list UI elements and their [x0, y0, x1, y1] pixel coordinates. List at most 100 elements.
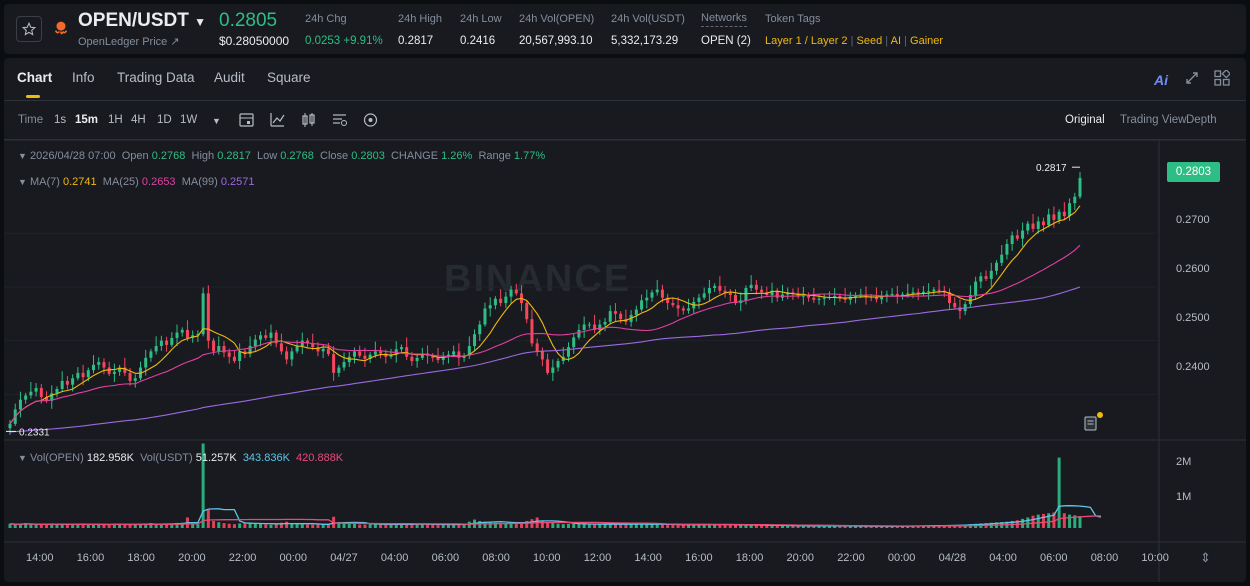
volume-bar	[123, 524, 127, 528]
volume-bar	[660, 524, 664, 528]
candle-body	[979, 276, 983, 282]
volume-bar	[483, 521, 487, 528]
candle-body	[556, 361, 560, 368]
timeframe-4h[interactable]: 4H	[131, 114, 146, 126]
timeframe-1d[interactable]: 1D	[157, 114, 172, 126]
collapse-caret-icon[interactable]: ▼	[18, 453, 27, 463]
token-tags-list: Layer 1 / Layer 2 | Seed | AI | Gainer	[765, 35, 944, 47]
candle-body	[874, 297, 878, 300]
candle-body	[185, 329, 189, 338]
candle-body	[71, 378, 75, 385]
timeframe-1s[interactable]: 1s	[54, 114, 67, 126]
collapse-caret-icon[interactable]: ▼	[18, 177, 27, 187]
candle-body	[937, 289, 941, 291]
tab-trading-data[interactable]: Trading Data	[117, 70, 195, 85]
tag-seed[interactable]: Seed	[856, 35, 883, 47]
candle-body	[1062, 211, 1066, 217]
tag-gainer[interactable]: Gainer	[910, 35, 944, 47]
candle-body	[958, 307, 962, 312]
more-timeframes-caret-icon[interactable]: ▼	[212, 116, 221, 126]
candle-body	[603, 321, 607, 325]
candle-body	[149, 351, 153, 358]
ohlc-info-line: ▼ 2026/04/28 07:00 Open 0.2768 High 0.28…	[18, 150, 545, 162]
settings-list-icon[interactable]	[333, 114, 347, 126]
volume-bar	[452, 524, 456, 528]
volume-bar	[650, 524, 654, 528]
expand-icon[interactable]	[1184, 70, 1200, 91]
ohlc-change: 1.26%	[441, 150, 473, 162]
indicator-icon[interactable]	[270, 113, 285, 127]
stat-value-networks[interactable]: OPEN (2)	[701, 35, 751, 47]
volume-bar	[144, 523, 148, 528]
view-depth[interactable]: Depth	[1186, 114, 1217, 126]
timeframe-time[interactable]: Time	[18, 114, 44, 126]
candle-body	[681, 308, 685, 311]
tag-layer[interactable]: Layer 1 / Layer 2	[765, 35, 848, 47]
volume-bar	[666, 524, 670, 528]
volume-bar	[436, 524, 440, 528]
view-trading-view[interactable]: Trading View	[1120, 114, 1187, 126]
volume-bar	[97, 524, 101, 528]
favorite-star-button[interactable]	[16, 16, 42, 42]
project-subtitle-link[interactable]: OpenLedger Price ↗	[78, 36, 180, 48]
x-tick: 20:00	[178, 552, 206, 564]
collapse-caret-icon[interactable]: ▼	[18, 151, 27, 161]
calendar-icon[interactable]	[239, 113, 254, 127]
volume-bar	[13, 524, 17, 528]
x-tick: 20:00	[786, 552, 815, 564]
caret-down-icon[interactable]: ▼	[194, 15, 207, 29]
tab-audit[interactable]: Audit	[214, 70, 245, 85]
candle-body	[457, 351, 461, 358]
volume-bar	[1041, 513, 1045, 528]
view-original[interactable]: Original	[1065, 114, 1105, 126]
candle-body	[1005, 243, 1009, 255]
stat-label-networks[interactable]: Networks	[701, 12, 747, 27]
candle-body	[702, 293, 706, 298]
timeframe-15m[interactable]: 15m	[75, 114, 99, 126]
candle-body	[953, 303, 957, 308]
candle-body	[1057, 211, 1061, 220]
symbol-title[interactable]: OPEN/USDT ▼	[78, 10, 207, 31]
ohlc-low-label: Low	[256, 150, 278, 162]
candle-body	[499, 298, 503, 304]
volume-bar	[801, 525, 805, 528]
candle-type-icon[interactable]	[302, 113, 315, 127]
ma25-value: 0.2653	[141, 176, 176, 188]
volume-bar	[598, 524, 602, 528]
ai-button[interactable]: Ai	[1154, 72, 1168, 88]
volume-bar	[253, 523, 257, 528]
volume-bar	[24, 523, 28, 528]
layout-grid-icon[interactable]	[1214, 68, 1232, 91]
candle-body	[118, 367, 122, 372]
volume-bar	[713, 524, 717, 528]
volume-bar	[462, 524, 466, 528]
timeframe-1w[interactable]: 1W	[180, 114, 198, 126]
candle-body	[410, 356, 414, 362]
tab-chart[interactable]: Chart	[17, 70, 53, 85]
candle-body	[196, 334, 200, 336]
volume-bar	[681, 524, 685, 528]
candle-body	[640, 300, 644, 310]
volume-bar	[159, 524, 163, 528]
candle-body	[650, 292, 654, 298]
notes-icon[interactable]	[1082, 412, 1106, 437]
target-icon[interactable]	[363, 113, 378, 127]
candle-body	[65, 380, 69, 385]
volume-bar	[603, 524, 607, 528]
candle-body	[363, 355, 367, 359]
timeframe-1h[interactable]: 1H	[108, 114, 123, 126]
candle-body	[577, 329, 581, 338]
candle-body	[306, 340, 310, 344]
volume-bar	[81, 523, 85, 528]
price-chart[interactable]: 0.2817 0.2331	[4, 140, 1246, 582]
candle-body	[911, 292, 915, 294]
volume-bar	[285, 521, 289, 528]
candle-body	[734, 295, 738, 304]
tab-square[interactable]: Square	[267, 70, 311, 85]
scale-adjust-icon[interactable]: ⇕	[1200, 550, 1211, 565]
candle-body	[587, 324, 591, 326]
tab-info[interactable]: Info	[72, 70, 95, 85]
candle-body	[598, 324, 602, 330]
volume-bar	[572, 524, 576, 528]
tag-ai[interactable]: AI	[890, 35, 902, 47]
